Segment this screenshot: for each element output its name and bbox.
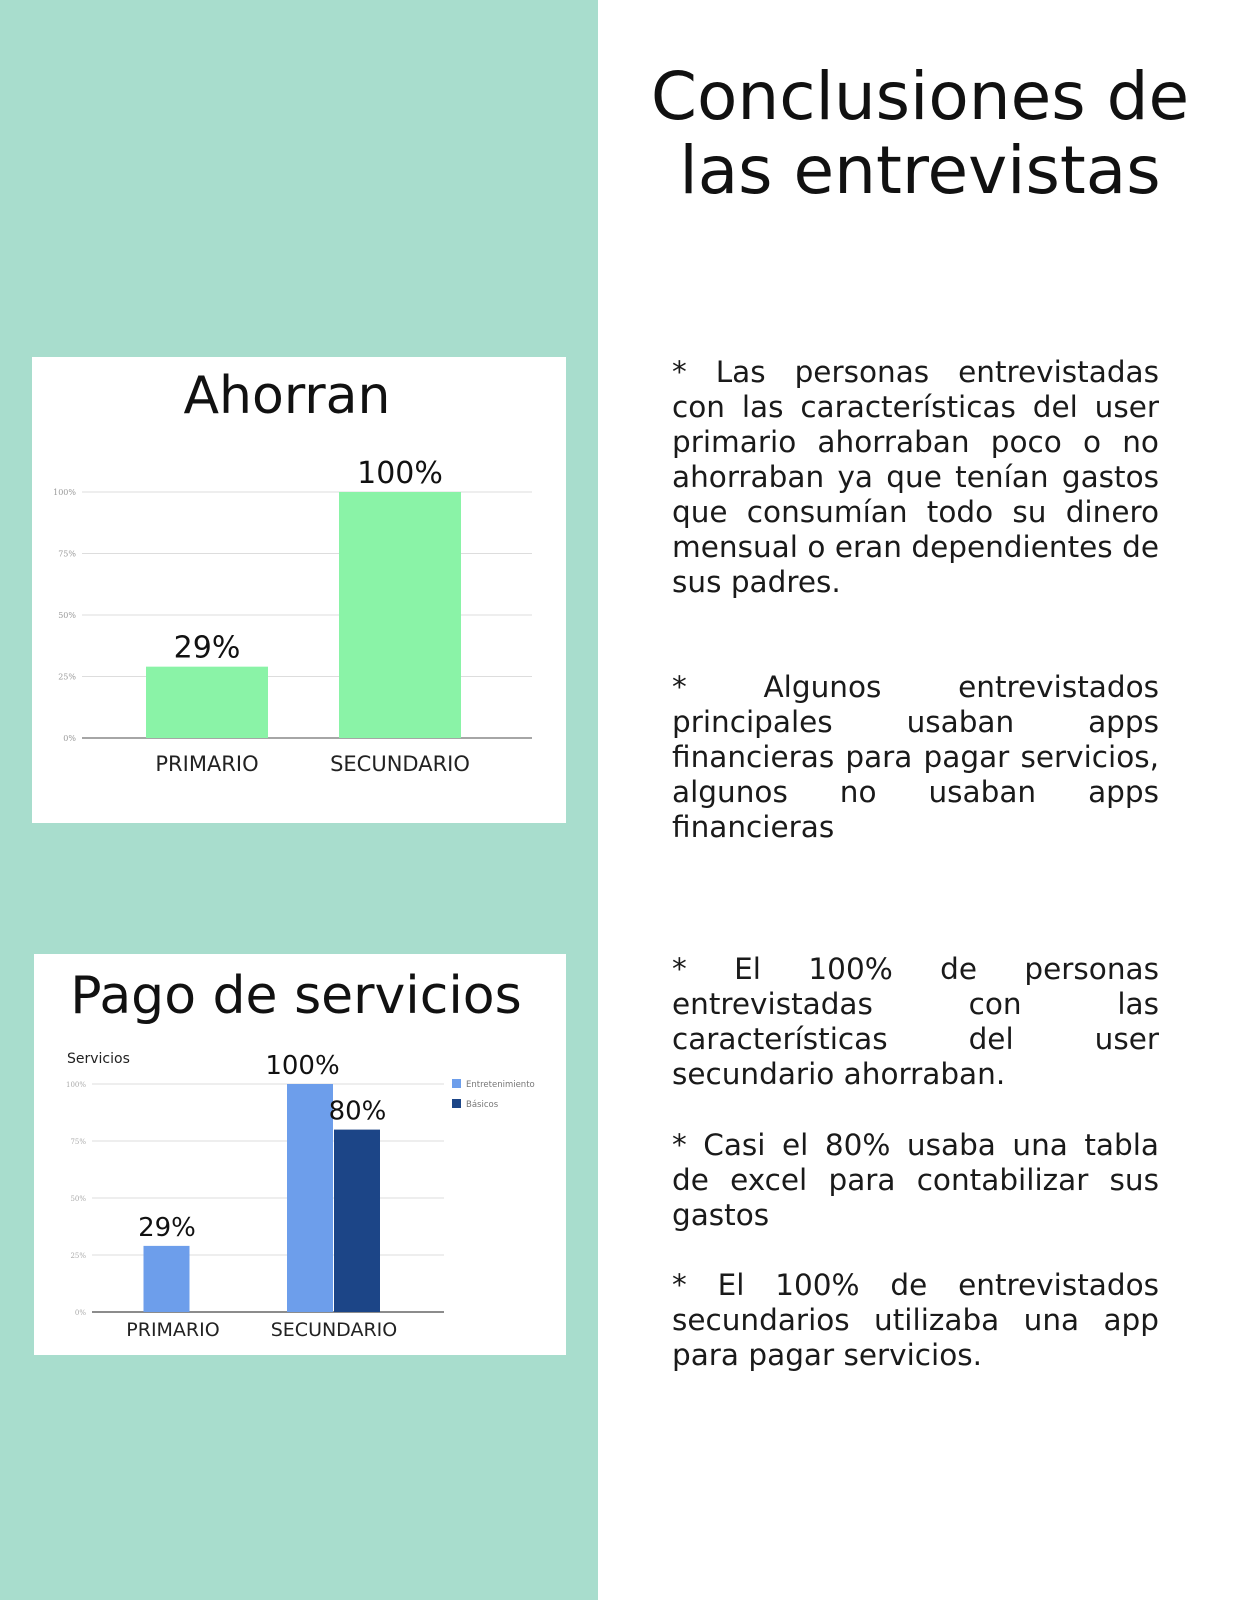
chart-title: Pago de servicios: [70, 966, 521, 1026]
y-tick-label: 0%: [75, 1309, 86, 1317]
chart-title: Ahorran: [183, 366, 390, 426]
data-label: 29%: [174, 631, 241, 666]
bar-secundario-entretenimiento: [287, 1084, 333, 1312]
y-tick-label: 50%: [70, 1195, 86, 1203]
category-label: PRIMARIO: [126, 1319, 219, 1341]
bar-secundario-basicos: [334, 1129, 380, 1312]
pago-servicios-chart-card: Pago de servicios Servicios 0% 25% 50% 75% 100…: [34, 954, 566, 1355]
legend-swatch: [452, 1079, 461, 1088]
conclusion-paragraph-1: * Las personas entrevistadas con las car…: [672, 355, 1159, 599]
ahorran-chart-card: Ahorran 0% 25% 50% 75% 100% 29% PRIMARIO 100% SEC…: [32, 357, 566, 823]
bar-primario-entretenimiento: [143, 1245, 190, 1312]
y-tick-label: 75%: [70, 1138, 86, 1146]
y-tick-label: 0%: [63, 734, 76, 743]
data-label: 80%: [329, 1097, 387, 1127]
pago-servicios-chart: Pago de servicios Servicios 0% 25% 50% 75% 100…: [66, 966, 535, 1341]
chart-subtitle: Servicios: [67, 1051, 130, 1067]
category-label: PRIMARIO: [155, 752, 258, 776]
left-panel: Ahorran 0% 25% 50% 75% 100% 29% PRIMARIO 100% SEC…: [0, 0, 598, 1600]
ahorran-chart: Ahorran 0% 25% 50% 75% 100% 29% PRIMARIO 100% SEC…: [53, 366, 532, 776]
legend-swatch: [452, 1099, 461, 1108]
page-title: Conclusiones de las entrevistas: [650, 58, 1190, 209]
y-tick-label: 100%: [53, 488, 76, 497]
conclusion-paragraph-4: * Casi el 80% usaba una tabla de excel p…: [672, 1128, 1159, 1232]
data-label: 100%: [265, 1051, 339, 1081]
legend-label: Básicos: [466, 1100, 499, 1110]
y-tick-label: 50%: [58, 611, 76, 620]
conclusion-paragraph-2: * Algunos entrevistados principales usab…: [672, 670, 1159, 844]
conclusion-paragraph-5: * El 100% de entrevistados secundarios u…: [672, 1268, 1159, 1372]
category-label: SECUNDARIO: [271, 1319, 398, 1341]
data-label: 100%: [357, 456, 443, 491]
bar-primario: [146, 666, 268, 738]
bar-secundario: [339, 492, 461, 738]
y-tick-label: 75%: [58, 550, 76, 559]
y-tick-label: 100%: [66, 1081, 86, 1089]
data-label: 29%: [138, 1213, 196, 1243]
conclusion-paragraph-3: * El 100% de personas entrevistadas con …: [672, 952, 1159, 1091]
y-tick-label: 25%: [70, 1252, 86, 1260]
category-label: SECUNDARIO: [330, 752, 470, 776]
y-tick-label: 25%: [58, 673, 76, 682]
legend-label: Entretenimiento: [466, 1080, 535, 1090]
